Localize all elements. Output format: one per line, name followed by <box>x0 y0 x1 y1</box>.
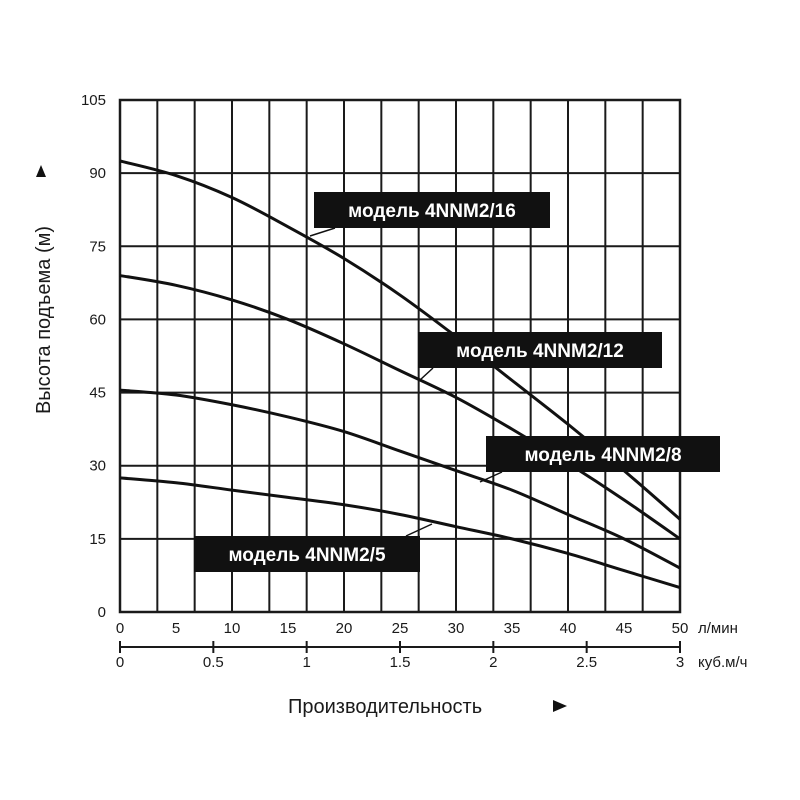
series-label-box <box>194 536 420 572</box>
x-tick-label: 10 <box>224 620 241 637</box>
x2-tick-label: 2 <box>489 654 497 671</box>
x-axis-title: Производительность <box>288 696 482 718</box>
tick-labels: 0 15 30 45 60 75 90 105 0 5 10 15 20 25 30 35 40 45 50 0 0.5… <box>81 92 688 671</box>
label-leader <box>405 523 433 537</box>
series-line-4nnm2-12 <box>119 274 681 541</box>
series-label-box <box>314 192 550 228</box>
y-tick-label: 105 <box>81 92 106 109</box>
x-tick-label: 35 <box>504 620 521 637</box>
series-label-4nnm2-16: модель 4NNM2/16 <box>348 201 516 222</box>
series-line-4nnm2-5 <box>119 476 681 590</box>
x-tick-label: 25 <box>392 620 409 637</box>
axes-extra: Высота подъема (м) Производительность л/… <box>33 165 747 718</box>
x-tick-label: 5 <box>172 620 180 637</box>
series-line-4nnm2-8 <box>119 388 681 570</box>
series-label-4nnm2-12: модель 4NNM2/12 <box>456 341 624 362</box>
x-tick-label: 15 <box>280 620 297 637</box>
x2-tick-label: 0 <box>116 654 124 671</box>
series-label-box <box>418 332 662 368</box>
y-tick-label: 0 <box>98 604 106 621</box>
x2-tick-label: 1.5 <box>390 654 411 671</box>
y-tick-label: 90 <box>89 165 106 182</box>
x-tick-label: 40 <box>560 620 577 637</box>
x2-tick-label: 0.5 <box>203 654 224 671</box>
arrow-right-icon <box>553 700 567 712</box>
x-tick-label: 0 <box>116 620 124 637</box>
x2-unit-label: куб.м/ч <box>698 654 747 671</box>
x-tick-label: 20 <box>336 620 353 637</box>
series-labels: модель 4NNM2/16 модель 4NNM2/12 модель 4NN… <box>194 192 720 572</box>
x2-tick-label: 1 <box>302 654 310 671</box>
x2-tick-label: 2.5 <box>576 654 597 671</box>
x-tick-label: 50 <box>672 620 689 637</box>
plot-frame <box>118 98 682 614</box>
y-tick-label: 45 <box>89 385 106 402</box>
label-leader <box>419 367 434 381</box>
series-label-4nnm2-5: модель 4NNM2/5 <box>228 545 385 566</box>
y-axis-title: Высота подъема (м) <box>33 226 55 414</box>
arrow-up-icon <box>36 165 46 177</box>
label-leader <box>479 471 503 483</box>
label-leader <box>309 227 336 237</box>
y-tick-label: 60 <box>89 311 106 328</box>
x-tick-label: 45 <box>616 620 633 637</box>
y-tick-label: 30 <box>89 458 106 475</box>
series-label-4nnm2-8: модель 4NNM2/8 <box>524 445 681 466</box>
x-tick-label: 30 <box>448 620 465 637</box>
x-unit-label: л/мин <box>698 620 738 637</box>
y-tick-label: 15 <box>89 531 106 548</box>
x2-tick-label: 3 <box>676 654 684 671</box>
y-tick-label: 75 <box>89 238 106 255</box>
series-label-box <box>486 436 720 472</box>
